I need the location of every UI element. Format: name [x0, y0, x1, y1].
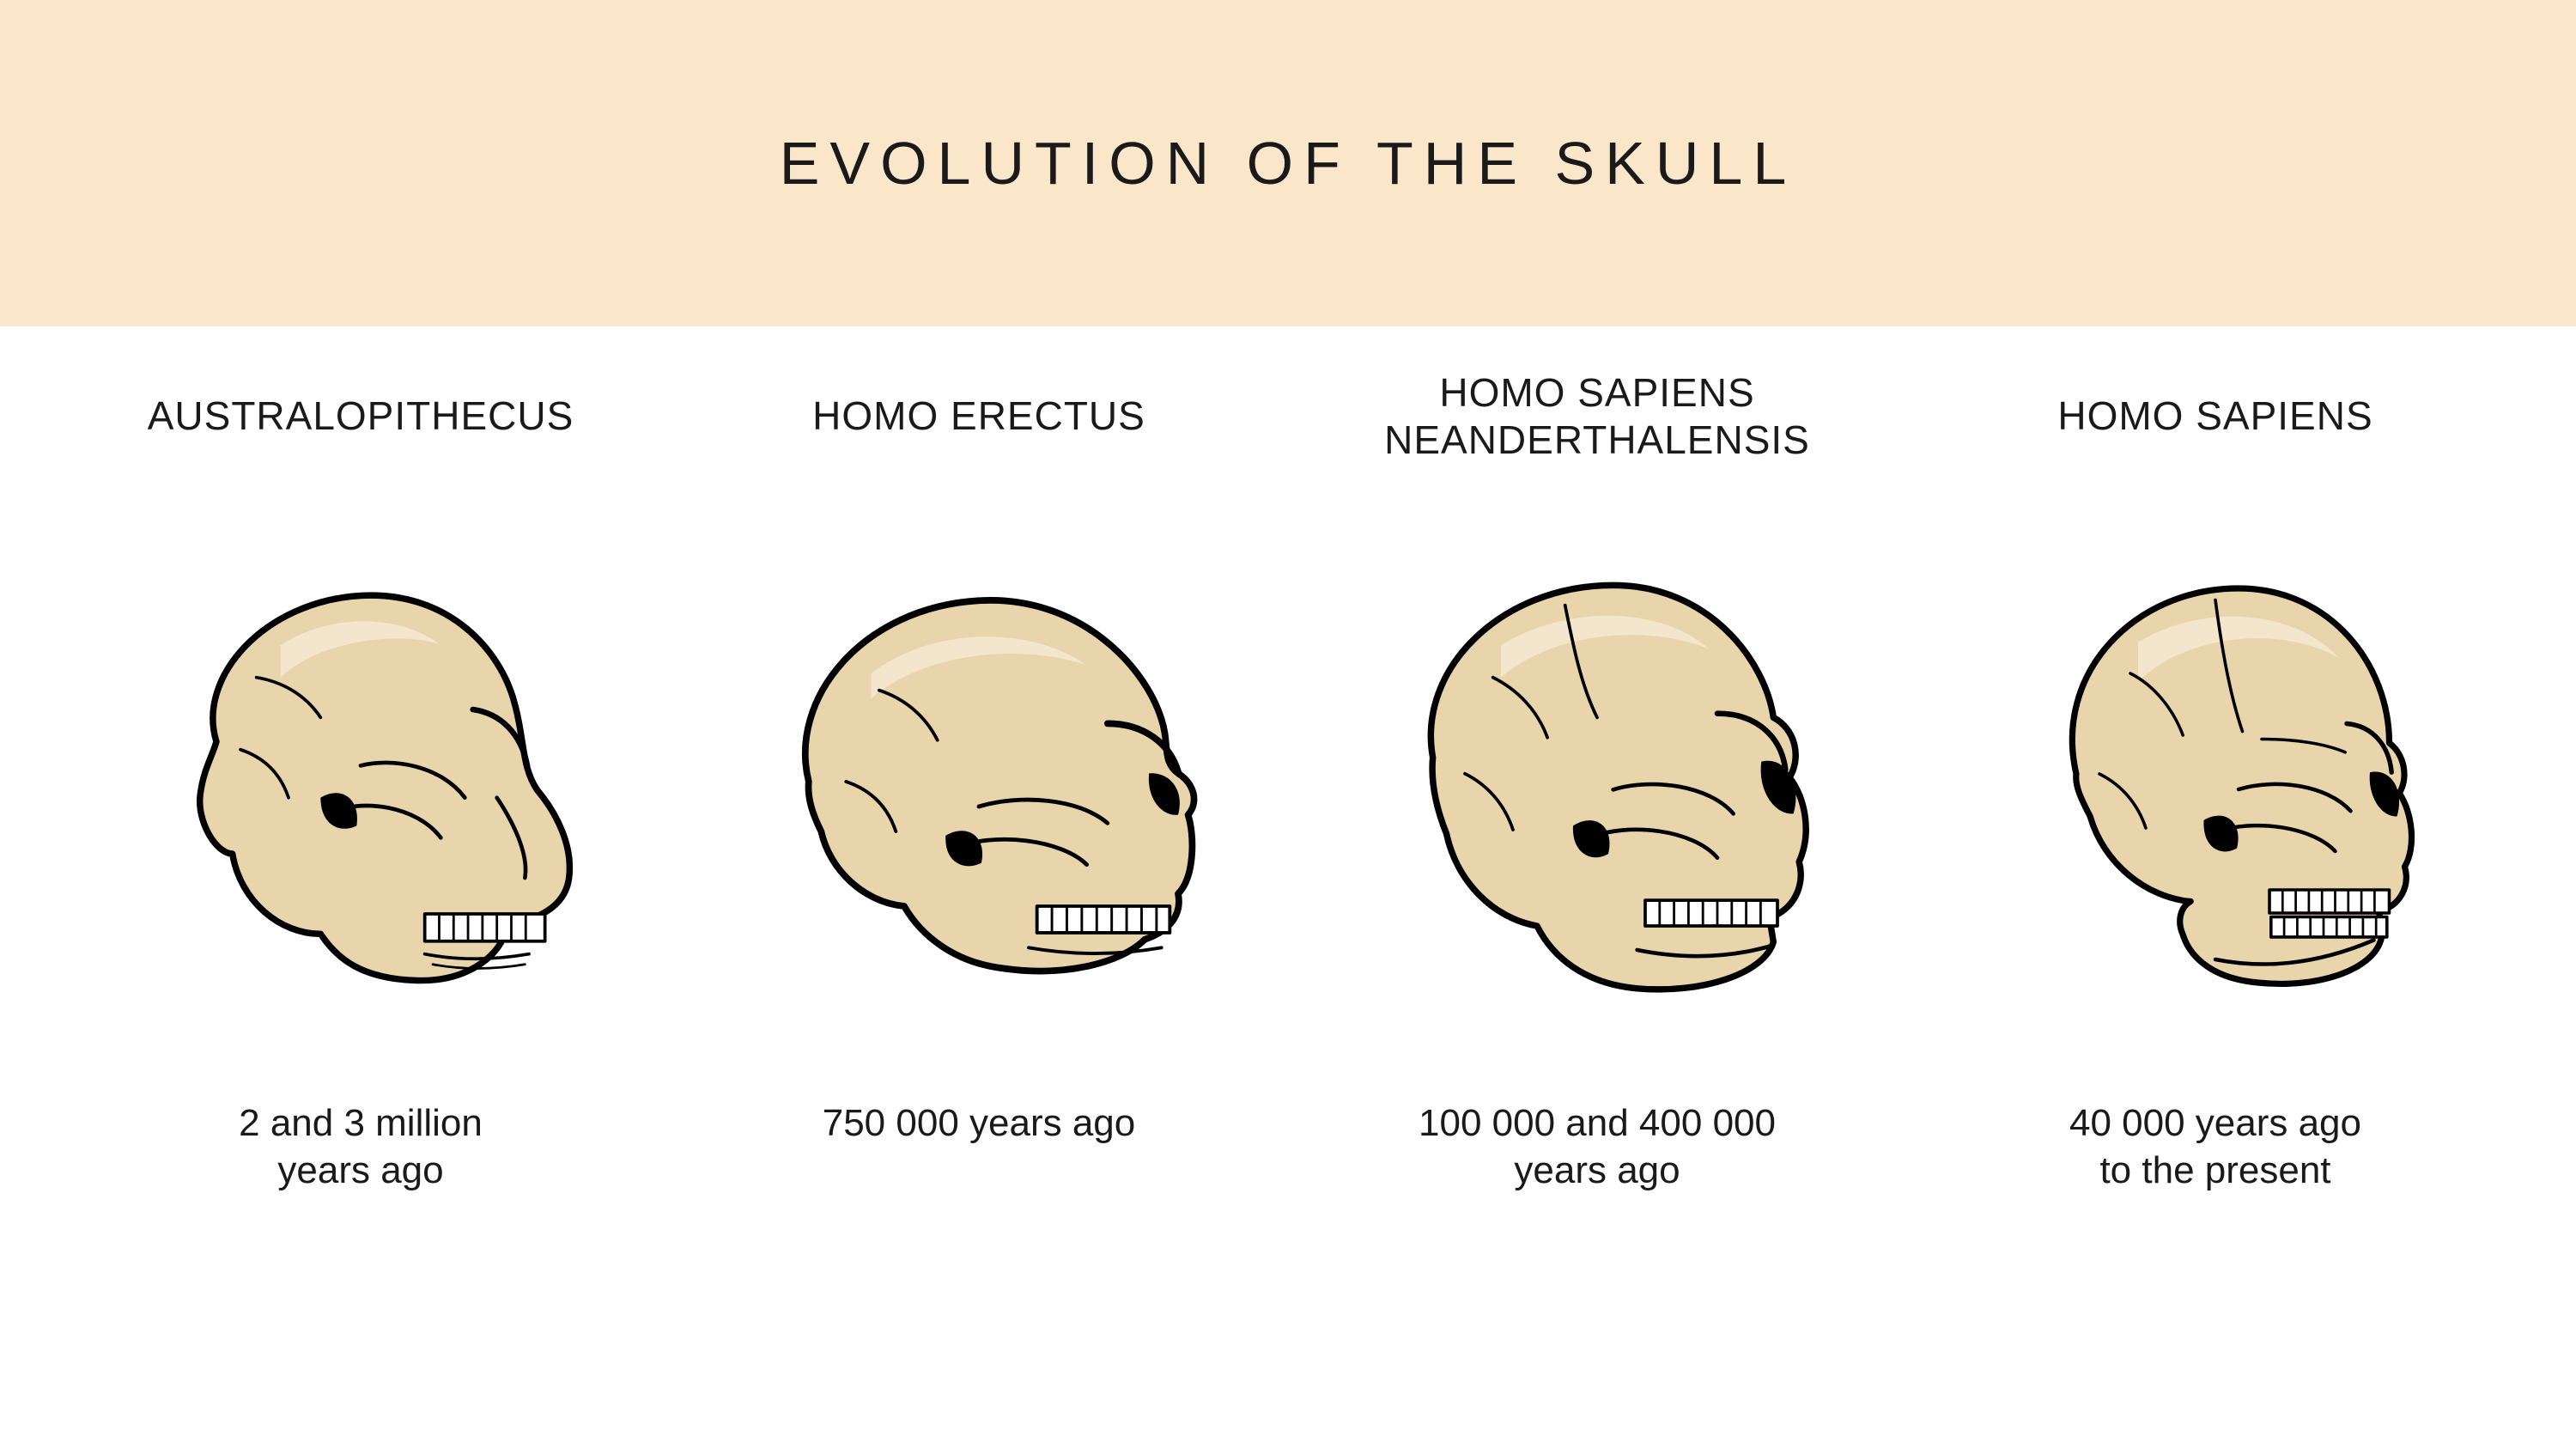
- period-label: 40 000 years ago to the present: [2069, 1099, 2361, 1194]
- skull-illustration: [1288, 507, 1906, 1056]
- skull-illustration: [52, 507, 670, 1056]
- column-homo-sapiens: HOMO SAPIENS: [1906, 326, 2524, 1443]
- page-title: EVOLUTION OF THE SKULL: [780, 129, 1797, 198]
- species-label: HOMO SAPIENS NEANDERTHALENSIS: [1384, 361, 1810, 472]
- period-label: 750 000 years ago: [823, 1099, 1136, 1147]
- header-band: EVOLUTION OF THE SKULL: [0, 0, 2576, 326]
- skull-homo-sapiens-icon: [1984, 533, 2447, 1031]
- skull-homo-erectus-icon: [730, 541, 1228, 1022]
- skull-grid: AUSTRALOPITHECUS: [0, 326, 2576, 1443]
- species-label: HOMO ERECTUS: [812, 361, 1145, 472]
- period-label: 100 000 and 400 000 years ago: [1419, 1099, 1776, 1194]
- species-label: AUSTRALOPITHECUS: [148, 361, 574, 472]
- column-homo-erectus: HOMO ERECTUS: [670, 326, 1288, 1443]
- period-label: 2 and 3 million years ago: [239, 1099, 483, 1194]
- species-label: HOMO SAPIENS: [2057, 361, 2372, 472]
- skull-illustration: [1906, 507, 2524, 1056]
- skull-neanderthal-icon: [1357, 533, 1838, 1031]
- skull-illustration: [670, 507, 1288, 1056]
- column-neanderthal: HOMO SAPIENS NEANDERTHALENSIS: [1288, 326, 1906, 1443]
- skull-australopithecus-icon: [120, 541, 601, 1022]
- column-australopithecus: AUSTRALOPITHECUS: [52, 326, 670, 1443]
